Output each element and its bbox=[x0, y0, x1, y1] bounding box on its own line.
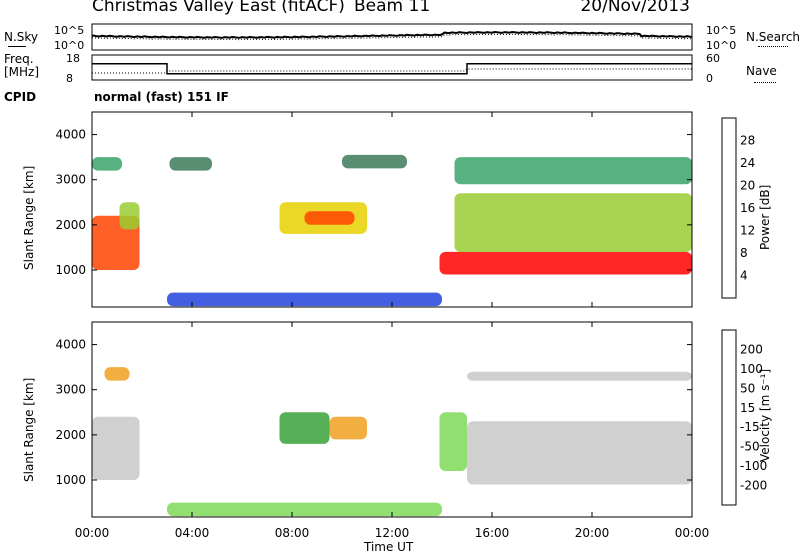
freq-panel-frame bbox=[91, 54, 693, 81]
power-colorbar-tick-4: 12 bbox=[740, 224, 755, 238]
power-colorbar-tick-6: 4 bbox=[740, 269, 748, 283]
freq-label: Freq. bbox=[4, 52, 34, 66]
chart-title: Christmas Valley East (fitACF) bbox=[92, 0, 345, 16]
power-echo-region-5 bbox=[304, 211, 355, 225]
cpid-label: CPID bbox=[4, 90, 37, 104]
nsearch-label: N.Search bbox=[746, 30, 800, 44]
xtick-label-5: 20:00 bbox=[575, 526, 610, 540]
freq-line bbox=[92, 63, 692, 75]
velocity-colorbar-tick-6: -100 bbox=[740, 459, 767, 473]
freq-unit-label: [MHz] bbox=[4, 65, 40, 79]
power-colorbar-frame bbox=[721, 117, 737, 299]
xtick-label-3: 12:00 bbox=[375, 526, 410, 540]
power-echo-region-8 bbox=[454, 193, 692, 252]
freq-ytick-right-bottom: 0 bbox=[706, 72, 713, 85]
power-echo-region-10 bbox=[167, 292, 442, 307]
velocity-echo-region-0 bbox=[92, 416, 140, 480]
power-ytick-label-1: 2000 bbox=[55, 218, 86, 232]
nave-legend-line bbox=[754, 82, 776, 83]
nsky-label: N.Sky bbox=[4, 30, 39, 44]
power-echo-region-3 bbox=[169, 157, 212, 171]
velocity-colorbar-frame bbox=[721, 329, 737, 506]
velocity-echo-region-3 bbox=[439, 412, 467, 471]
freq-ytick-right-top: 60 bbox=[706, 52, 720, 65]
xtick-label-0: 00:00 bbox=[75, 526, 110, 540]
xtick-label-1: 04:00 bbox=[175, 526, 210, 540]
nave-line bbox=[92, 68, 692, 74]
nsearch-legend-line bbox=[758, 46, 788, 47]
nsky-legend-line bbox=[8, 46, 26, 47]
noise-ytick-bottom: 10^0 bbox=[54, 39, 85, 52]
velocity-colorbar-tick-1: 100 bbox=[740, 362, 763, 376]
noise-ytick-top: 10^5 bbox=[54, 24, 85, 37]
freq-ytick-top: 18 bbox=[66, 52, 80, 65]
power-ytick-label-0: 1000 bbox=[55, 263, 86, 277]
power-ytick-label-3: 4000 bbox=[55, 128, 86, 142]
velocity-colorbar-tick-3: 15 bbox=[740, 401, 755, 415]
power-echo-region-6 bbox=[342, 154, 407, 169]
noise-panel-frame bbox=[91, 23, 693, 51]
date-label: 20/Nov/2013 bbox=[580, 0, 690, 16]
xtick-label-6: 00:00 bbox=[675, 526, 710, 540]
power-ytick-label-2: 3000 bbox=[55, 173, 86, 187]
beam-label: Beam 11 bbox=[354, 0, 431, 16]
cpid-value: normal (fast) 151 IF bbox=[94, 90, 229, 104]
velocity-echo-region-2 bbox=[329, 416, 367, 440]
noise-ytick-right-bottom: 10^0 bbox=[706, 39, 737, 52]
nave-label: Nave bbox=[746, 64, 777, 78]
power-colorbar-tick-2: 20 bbox=[740, 179, 755, 193]
velocity-colorbar-tick-4: -15 bbox=[740, 420, 760, 434]
velocity-ytick-label-1: 2000 bbox=[55, 428, 86, 442]
power-echo-region-1 bbox=[119, 202, 140, 230]
velocity-colorbar-tick-2: 50 bbox=[740, 381, 755, 395]
velocity-colorbar-tick-7: -200 bbox=[740, 479, 767, 493]
freq-ytick-bottom: 8 bbox=[66, 72, 73, 85]
power-echo-region-9 bbox=[454, 157, 692, 185]
power-colorbar-tick-5: 8 bbox=[740, 246, 748, 260]
velocity-echo-region-4 bbox=[467, 421, 692, 485]
velocity-colorbar-tick-0: 200 bbox=[740, 342, 763, 356]
nsky-line bbox=[91, 30, 693, 39]
noise-ytick-right-top: 10^5 bbox=[706, 24, 737, 37]
velocity-ytick-label-2: 3000 bbox=[55, 383, 86, 397]
velocity-echo-region-7 bbox=[467, 371, 692, 381]
velocity-ytick-label-3: 4000 bbox=[55, 338, 86, 352]
xaxis-label: Time UT bbox=[364, 540, 414, 554]
velocity-echo-region-1 bbox=[279, 412, 330, 444]
velocity-echo-region-6 bbox=[167, 502, 442, 517]
power-colorbar-tick-3: 16 bbox=[740, 201, 755, 215]
velocity-colorbar-tick-5: -50 bbox=[740, 440, 760, 454]
power-echo-region-7 bbox=[439, 251, 692, 275]
xtick-label-2: 08:00 bbox=[275, 526, 310, 540]
power-echo-region-2 bbox=[92, 157, 122, 171]
velocity-echo-region-5 bbox=[104, 367, 130, 381]
xtick-label-4: 16:00 bbox=[475, 526, 510, 540]
power-colorbar-tick-1: 24 bbox=[740, 156, 755, 170]
power-colorbar-tick-0: 28 bbox=[740, 134, 755, 148]
velocity-ytick-label-0: 1000 bbox=[55, 473, 86, 487]
velocity-panel-bg bbox=[92, 322, 692, 517]
